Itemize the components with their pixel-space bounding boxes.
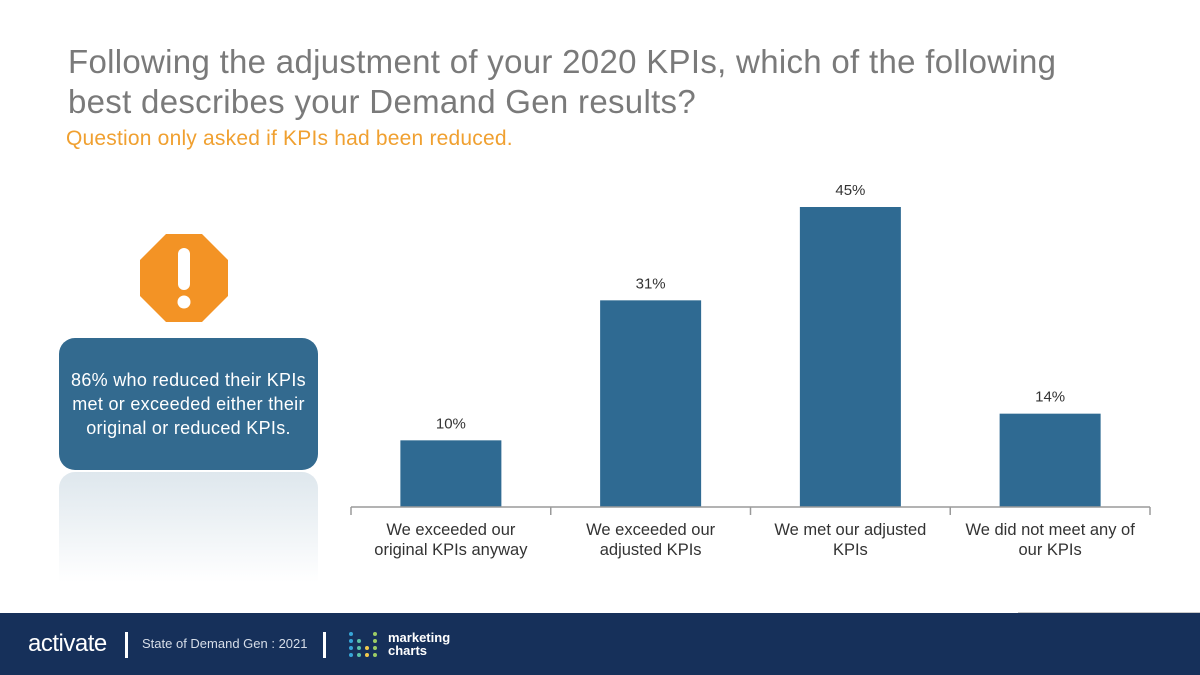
bar-2 xyxy=(600,300,702,507)
data-label-4: 14% xyxy=(1035,389,1065,406)
data-labels-group: 10% 31% 45% 14% xyxy=(436,182,1065,432)
x-tick-label-line: We met our adjusted xyxy=(774,521,926,539)
callout-reflection xyxy=(59,472,318,602)
exclamation-dot xyxy=(177,295,191,309)
insight-callout-text: 86% who reduced their KPIs met or exceed… xyxy=(71,370,306,438)
report-name: State of Demand Gen : 2021 xyxy=(142,636,308,651)
data-label-1: 10% xyxy=(436,415,466,432)
marketing-charts-logo-text: marketing charts xyxy=(388,631,450,657)
bar-3 xyxy=(799,207,901,507)
data-label-3: 45% xyxy=(835,182,865,199)
x-tick-label-line: original KPIs anyway xyxy=(374,541,528,559)
x-tick-label-4: We did not meet any of our KPIs xyxy=(965,521,1135,559)
x-tick-label-line: We exceeded our xyxy=(386,521,516,539)
x-axis-group xyxy=(350,506,1151,515)
footer-bar xyxy=(0,613,1200,675)
x-tick-label-line: We did not meet any of xyxy=(965,521,1135,539)
marketing-charts-logo-line2: charts xyxy=(388,643,428,658)
page-subtitle: Question only asked if KPIs had been red… xyxy=(66,127,513,150)
data-label-2: 31% xyxy=(636,275,666,292)
x-tick-label-line: We exceeded our xyxy=(586,521,716,539)
x-tick-label-1: We exceeded our original KPIs anyway xyxy=(374,521,528,559)
bars-group xyxy=(400,207,1101,507)
footer-separator xyxy=(323,632,326,658)
exclamation-bar xyxy=(178,248,190,290)
footer-divider-line xyxy=(1018,612,1200,613)
footer-separator xyxy=(125,632,128,658)
x-tick-label-line: our KPIs xyxy=(1018,541,1081,559)
bar-4 xyxy=(999,413,1101,507)
x-tick-label-3: We met our adjusted KPIs xyxy=(774,521,926,559)
page-title: Following the adjustment of your 2020 KP… xyxy=(68,43,1057,120)
marketing-charts-logo-icon xyxy=(349,632,377,657)
marketing-charts-logo-line1: marketing xyxy=(388,630,451,645)
bar-1 xyxy=(400,440,502,507)
insight-callout: 86% who reduced their KPIs met or exceed… xyxy=(59,338,318,470)
x-tick-label-line: adjusted KPIs xyxy=(600,541,702,559)
x-tick-label-2: We exceeded our adjusted KPIs xyxy=(586,521,716,559)
activate-logo: activate xyxy=(28,630,107,657)
warning-octagon-icon xyxy=(140,234,228,322)
x-tick-label-line: KPIs xyxy=(833,541,868,559)
